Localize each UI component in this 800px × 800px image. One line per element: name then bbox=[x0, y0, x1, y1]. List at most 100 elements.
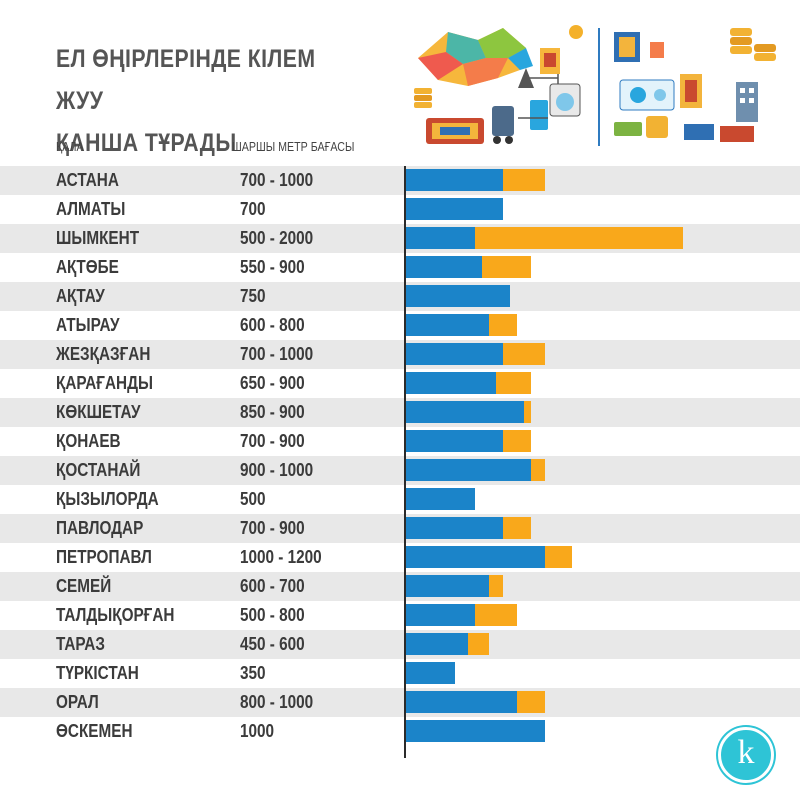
table-row: ҚАРАҒАНДЫ 650 - 900 bbox=[0, 369, 800, 398]
bar-min-price bbox=[406, 169, 504, 191]
city-label: АЛМАТЫ bbox=[56, 199, 126, 219]
kazakhstan-map-icon bbox=[418, 28, 533, 86]
table-row: ТҮРКІСТАН 350 bbox=[0, 659, 800, 688]
city-label: ҚАРАҒАНДЫ bbox=[56, 373, 153, 393]
bar-max-price bbox=[516, 691, 545, 713]
oil-derrick-icon bbox=[518, 68, 534, 88]
bar-max-price bbox=[482, 256, 531, 278]
chart-axis-line bbox=[404, 166, 406, 758]
table-row: АҚТӨБЕ 550 - 900 bbox=[0, 253, 800, 282]
price-label: 700 - 900 bbox=[240, 518, 305, 538]
city-label: АҚТӨБЕ bbox=[56, 257, 119, 277]
bar-max-price bbox=[503, 169, 545, 191]
price-label: 900 - 1000 bbox=[240, 460, 314, 480]
building-icon bbox=[736, 82, 758, 122]
price-label: 750 bbox=[240, 286, 266, 306]
price-label: 550 - 900 bbox=[240, 257, 305, 277]
bar-max-price bbox=[489, 314, 517, 336]
table-row: АСТАНА 700 - 1000 bbox=[0, 166, 800, 195]
price-label: 500 bbox=[240, 489, 266, 509]
table-row: АТЫРАУ 600 - 800 bbox=[0, 311, 800, 340]
city-column-header: ҚАЛА bbox=[56, 139, 84, 154]
bar-max-price bbox=[503, 430, 531, 452]
city-label: ТАРАЗ bbox=[56, 634, 105, 654]
bar-min-price bbox=[406, 546, 545, 568]
bar-max-price bbox=[503, 517, 531, 539]
bar-max-price bbox=[530, 459, 545, 481]
table-row: ҚОСТАНАЙ 900 - 1000 bbox=[0, 456, 800, 485]
bar-min-price bbox=[406, 459, 531, 481]
table-row: ОРАЛ 800 - 1000 bbox=[0, 688, 800, 717]
bar-max-price bbox=[475, 227, 684, 249]
bar-max-price bbox=[468, 633, 490, 655]
bar-max-price bbox=[503, 343, 545, 365]
table-row: ШЫМКЕНТ 500 - 2000 bbox=[0, 224, 800, 253]
bar-min-price bbox=[406, 256, 483, 278]
price-label: 1000 - 1200 bbox=[240, 547, 322, 567]
bar-max-price bbox=[544, 546, 573, 568]
table-row: ТАЛДЫҚОРҒАН 500 - 800 bbox=[0, 601, 800, 630]
bar-min-price bbox=[406, 720, 545, 742]
table-row: АЛМАТЫ 700 bbox=[0, 195, 800, 224]
table-row: ПАВЛОДАР 700 - 900 bbox=[0, 514, 800, 543]
city-label: АСТАНА bbox=[56, 170, 119, 190]
table-row: ЖЕЗҚАЗҒАН 700 - 1000 bbox=[0, 340, 800, 369]
bar-min-price bbox=[406, 575, 490, 597]
table-row: ҚОНАЕВ 700 - 900 bbox=[0, 427, 800, 456]
price-label: 850 - 900 bbox=[240, 402, 305, 422]
price-label: 600 - 700 bbox=[240, 576, 305, 596]
coins-icon bbox=[414, 88, 432, 108]
price-label: 600 - 800 bbox=[240, 315, 305, 335]
bar-min-price bbox=[406, 285, 511, 307]
city-label: ҚЫЗЫЛОРДА bbox=[56, 489, 159, 509]
price-label: 800 - 1000 bbox=[240, 692, 314, 712]
table-row: СЕМЕЙ 600 - 700 bbox=[0, 572, 800, 601]
bar-min-price bbox=[406, 372, 497, 394]
washing-service-icon bbox=[619, 79, 675, 111]
table-row: ТАРАЗ 450 - 600 bbox=[0, 630, 800, 659]
bar-min-price bbox=[406, 662, 455, 684]
logo-letter: k bbox=[737, 734, 755, 771]
bar-min-price bbox=[406, 633, 469, 655]
city-label: ЖЕЗҚАЗҒАН bbox=[56, 344, 151, 364]
table-row: ӨСКЕМЕН 1000 bbox=[0, 717, 800, 746]
price-column-header: ШАРШЫ МЕТР БАҒАСЫ bbox=[232, 139, 355, 154]
carpet-washing-illustration bbox=[414, 25, 776, 146]
bar-max-price bbox=[523, 401, 531, 423]
price-label: 500 - 800 bbox=[240, 605, 305, 625]
city-label: ПАВЛОДАР bbox=[56, 518, 144, 538]
city-label: ТАЛДЫҚОРҒАН bbox=[56, 605, 175, 625]
city-label: АТЫРАУ bbox=[56, 315, 120, 335]
table-row: АҚТАУ 750 bbox=[0, 282, 800, 311]
bar-max-price bbox=[475, 604, 517, 626]
chart-title: ЕЛ ӨҢІРЛЕРІНДЕ КІЛЕМ ЖУУ ҚАНША ТҰРАДЫ bbox=[56, 38, 362, 164]
carpet-icon bbox=[426, 118, 484, 144]
table-row: ПЕТРОПАВЛ 1000 - 1200 bbox=[0, 543, 800, 572]
city-label: СЕМЕЙ bbox=[56, 576, 112, 596]
money-icon bbox=[614, 116, 668, 138]
bar-min-price bbox=[406, 401, 524, 423]
city-label: ӨСКЕМЕН bbox=[56, 721, 133, 741]
city-label: КӨКШЕТАУ bbox=[56, 402, 141, 422]
city-label: ПЕТРОПАВЛ bbox=[56, 547, 152, 567]
table-rows: АСТАНА 700 - 1000 АЛМАТЫ 700 ШЫМКЕНТ 500 - 20… bbox=[0, 166, 800, 746]
price-label: 350 bbox=[240, 663, 266, 683]
price-label: 700 - 1000 bbox=[240, 344, 314, 364]
bar-min-price bbox=[406, 691, 517, 713]
sun-icon bbox=[569, 25, 583, 39]
city-label: ҚОСТАНАЙ bbox=[56, 460, 141, 480]
price-label: 700 bbox=[240, 199, 266, 219]
bar-min-price bbox=[406, 604, 476, 626]
title-line-2: ҚАНША ТҰРАДЫ bbox=[56, 129, 237, 157]
bar-min-price bbox=[406, 517, 504, 539]
cleaning-machine-icon bbox=[492, 100, 548, 144]
price-label: 450 - 600 bbox=[240, 634, 305, 654]
bar-min-price bbox=[406, 227, 476, 249]
rolled-carpet-icon bbox=[684, 124, 754, 142]
city-label: АҚТАУ bbox=[56, 286, 105, 306]
bar-min-price bbox=[406, 198, 504, 220]
price-label: 650 - 900 bbox=[240, 373, 305, 393]
bucket-icon bbox=[650, 42, 664, 58]
publisher-logo: k bbox=[718, 727, 774, 783]
table-row: ҚЫЗЫЛОРДА 500 bbox=[0, 485, 800, 514]
